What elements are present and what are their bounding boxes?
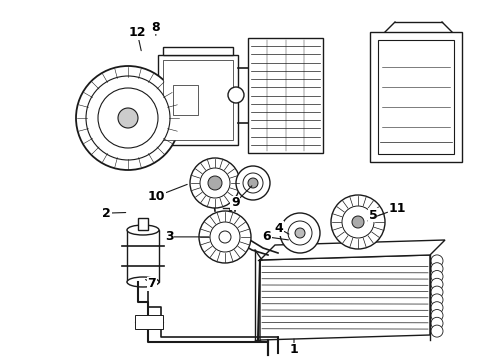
Circle shape: [200, 168, 230, 198]
Circle shape: [431, 302, 443, 314]
Text: 11: 11: [371, 202, 406, 218]
Circle shape: [431, 325, 443, 337]
Text: 9: 9: [231, 186, 252, 209]
Circle shape: [431, 263, 443, 275]
Bar: [138, 218, 148, 230]
Text: 12: 12: [128, 26, 146, 51]
Circle shape: [210, 222, 240, 252]
Circle shape: [98, 88, 158, 148]
Bar: [163, 60, 233, 140]
Text: 7: 7: [146, 277, 156, 290]
Circle shape: [431, 294, 443, 306]
Bar: [378, 40, 454, 154]
Bar: [163, 47, 233, 55]
Circle shape: [431, 286, 443, 298]
Text: 2: 2: [102, 207, 125, 220]
Circle shape: [219, 231, 231, 243]
Circle shape: [228, 87, 244, 103]
Text: 3: 3: [165, 230, 209, 243]
Circle shape: [331, 195, 385, 249]
Circle shape: [86, 76, 170, 160]
Circle shape: [431, 317, 443, 329]
Ellipse shape: [127, 277, 159, 287]
Circle shape: [431, 310, 443, 321]
Text: 10: 10: [148, 184, 187, 203]
Bar: [135, 315, 163, 329]
Text: 4: 4: [275, 222, 289, 235]
Text: 1: 1: [290, 339, 298, 356]
Circle shape: [76, 66, 180, 170]
Circle shape: [236, 166, 270, 200]
Text: 8: 8: [151, 21, 160, 35]
Circle shape: [431, 255, 443, 267]
Ellipse shape: [127, 225, 159, 235]
Bar: [158, 55, 238, 145]
Circle shape: [352, 216, 364, 228]
Text: 5: 5: [368, 209, 378, 222]
Circle shape: [248, 178, 258, 188]
Circle shape: [118, 108, 138, 128]
Circle shape: [280, 213, 320, 253]
Circle shape: [199, 211, 251, 263]
Circle shape: [295, 228, 305, 238]
Circle shape: [342, 206, 374, 238]
Circle shape: [190, 158, 240, 208]
Polygon shape: [260, 255, 430, 340]
Circle shape: [431, 278, 443, 290]
Bar: [248, 38, 323, 153]
Circle shape: [431, 270, 443, 283]
Bar: [370, 32, 462, 162]
Circle shape: [243, 173, 263, 193]
Text: 6: 6: [263, 230, 289, 243]
Polygon shape: [260, 240, 445, 260]
Bar: [127, 230, 159, 282]
Circle shape: [288, 221, 312, 245]
Circle shape: [208, 176, 222, 190]
Bar: [173, 85, 198, 115]
